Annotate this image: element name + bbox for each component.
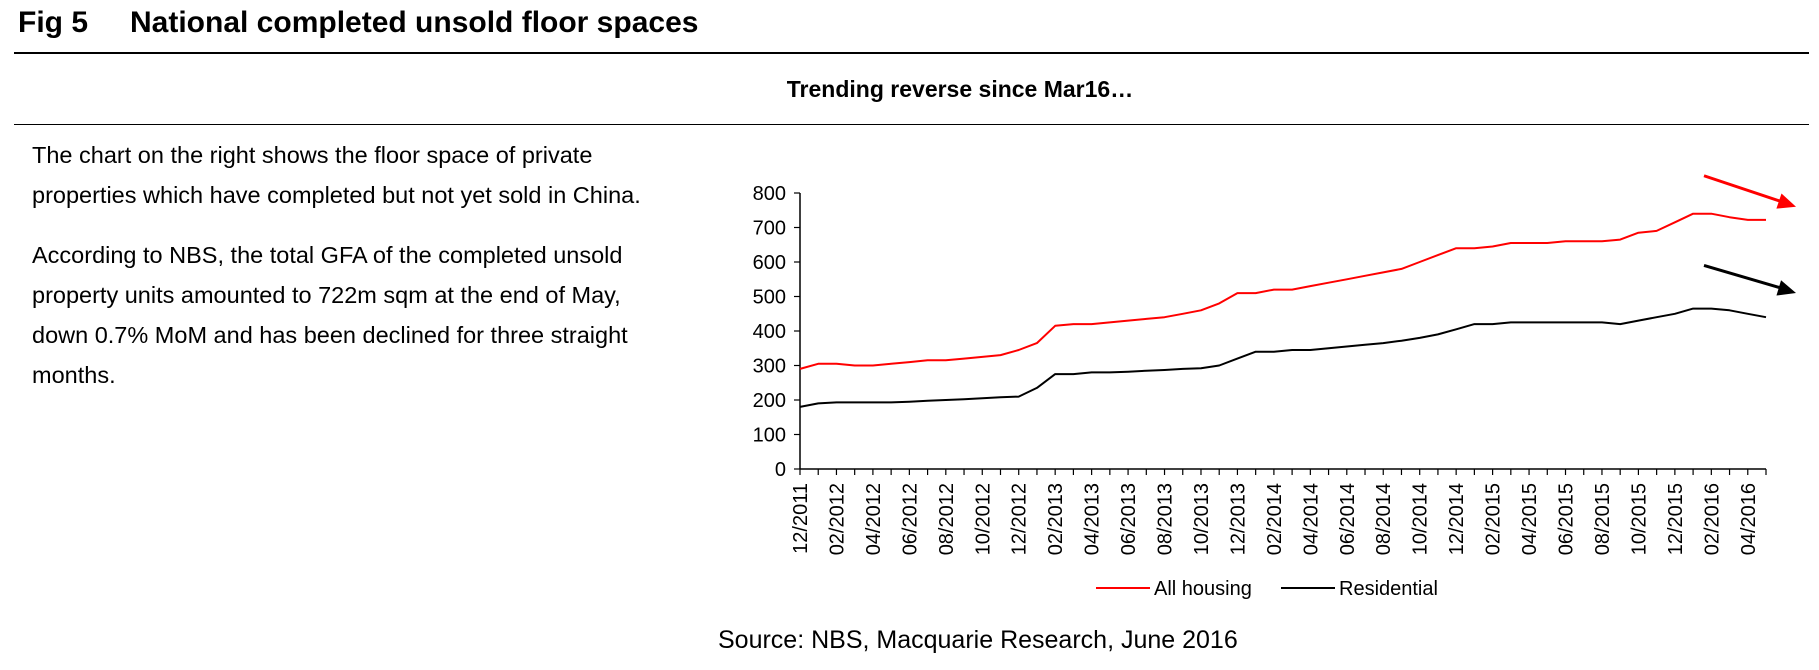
x-tick-label: 12/2011 [790,483,812,554]
x-tick-label: 04/2014 [1300,483,1322,555]
mid-rule [14,124,1809,125]
commentary: The chart on the right shows the floor s… [32,135,652,415]
commentary-paragraph-2: According to NBS, the total GFA of the c… [32,242,628,388]
series-line-residential [799,307,1767,408]
x-tick-label: 12/2012 [1009,483,1031,555]
series-line-all-housing [799,212,1766,370]
x-tick-label: 12/2013 [1227,483,1249,555]
y-tick-label: 400 [753,321,786,343]
commentary-paragraph-1: The chart on the right shows the floor s… [32,142,641,208]
x-tick-label: 08/2014 [1373,483,1395,555]
trend-arrow-head-black [1776,280,1796,296]
figure-number: Fig 5 [18,6,89,39]
x-tick-label: 10/2015 [1628,483,1650,555]
x-tick-label: 08/2012 [936,483,958,555]
y-tick-label: 200 [753,390,786,412]
x-tick-label: 04/2012 [863,483,885,555]
y-tick-label: 0 [775,459,786,481]
x-tick-label: 02/2012 [826,483,848,555]
trend-arrow-red [1703,174,1789,206]
y-tick-label: 300 [753,356,786,378]
y-tick-label: 600 [753,252,786,274]
figure-title-text: National completed unsold floor spaces [130,6,699,39]
x-tick-label: 12/2014 [1446,483,1468,555]
legend-label-all-housing: All housing [1154,578,1252,600]
y-tick-label: 700 [753,218,786,240]
trend-arrow-head-red [1776,193,1796,209]
trend-arrow-black [1703,264,1789,292]
x-tick-label: 04/2015 [1519,483,1541,555]
x-tick-label: 12/2015 [1665,483,1687,555]
y-tick-label: 100 [753,425,786,447]
x-tick-label: 02/2013 [1045,483,1067,555]
x-tick-label: 04/2013 [1082,483,1104,555]
x-tick-label: 04/2016 [1738,483,1760,555]
x-tick-label: 08/2015 [1592,483,1614,555]
chart-subtitle: Trending reverse since Mar16… [786,76,1134,102]
top-rule [14,52,1809,54]
x-tick-label: 08/2013 [1155,483,1177,555]
x-tick-label: 06/2012 [899,483,921,555]
x-tick-label: 06/2013 [1118,483,1140,555]
y-tick-label: 800 [753,183,786,205]
x-tick-label: 06/2015 [1556,483,1578,555]
x-tick-label: 06/2014 [1337,483,1359,555]
x-tick-label: 02/2015 [1483,483,1505,555]
figure-title: Fig 5 National completed unsold floor spa… [18,6,698,40]
x-tick-label: 10/2012 [972,483,994,555]
x-tick-label: 10/2014 [1410,483,1432,555]
x-tick-label: 10/2013 [1191,483,1213,555]
source-note: Source: NBS, Macquarie Research, June 20… [718,626,1238,654]
x-tick-label: 02/2016 [1701,483,1723,555]
y-tick-label: 500 [753,287,786,309]
x-tick-label: 02/2014 [1264,483,1286,555]
legend-label-residential: Residential [1339,578,1438,600]
